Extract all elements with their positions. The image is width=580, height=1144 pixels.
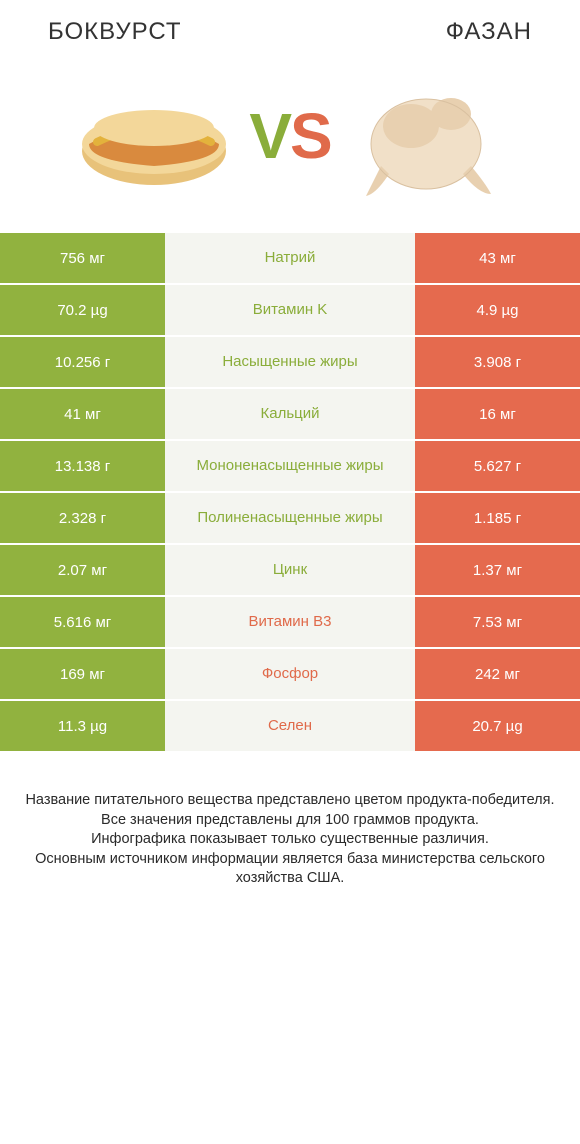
value-left: 10.256 г xyxy=(0,337,165,387)
hero-row: VS xyxy=(0,56,580,231)
title-right: ФАЗАН xyxy=(446,18,532,46)
footer-notes: Название питательного вещества представл… xyxy=(0,751,580,899)
value-right: 7.53 мг xyxy=(415,597,580,647)
value-right: 20.7 µg xyxy=(415,701,580,751)
footer-line: Инфографика показывает только существенн… xyxy=(24,830,556,850)
value-left: 756 мг xyxy=(0,233,165,283)
food-image-right xyxy=(341,66,511,206)
header: БОКВУРСТ ФАЗАН xyxy=(0,0,580,56)
nutrient-label: Фосфор xyxy=(165,649,415,699)
table-row: 756 мгНатрий43 мг xyxy=(0,231,580,283)
vs-v: V xyxy=(249,99,290,173)
footer-line: Все значения представлены для 100 граммо… xyxy=(24,811,556,831)
value-right: 43 мг xyxy=(415,233,580,283)
nutrient-label: Селен xyxy=(165,701,415,751)
value-left: 70.2 µg xyxy=(0,285,165,335)
value-left: 13.138 г xyxy=(0,441,165,491)
nutrient-label: Натрий xyxy=(165,233,415,283)
nutrient-label: Полиненасыщенные жиры xyxy=(165,493,415,543)
table-row: 169 мгФосфор242 мг xyxy=(0,647,580,699)
value-right: 5.627 г xyxy=(415,441,580,491)
table-row: 70.2 µgВитамин K4.9 µg xyxy=(0,283,580,335)
nutrient-label: Цинк xyxy=(165,545,415,595)
nutrient-label: Насыщенные жиры xyxy=(165,337,415,387)
value-right: 242 мг xyxy=(415,649,580,699)
value-right: 16 мг xyxy=(415,389,580,439)
table-row: 11.3 µgСелен20.7 µg xyxy=(0,699,580,751)
value-right: 4.9 µg xyxy=(415,285,580,335)
nutrient-label: Витамин B3 xyxy=(165,597,415,647)
table-row: 5.616 мгВитамин B37.53 мг xyxy=(0,595,580,647)
vs-s: S xyxy=(290,99,331,173)
nutrient-label: Витамин K xyxy=(165,285,415,335)
nutrient-label: Мононенасыщенные жиры xyxy=(165,441,415,491)
nutrient-label: Кальций xyxy=(165,389,415,439)
value-left: 2.07 мг xyxy=(0,545,165,595)
value-left: 2.328 г xyxy=(0,493,165,543)
value-right: 3.908 г xyxy=(415,337,580,387)
value-left: 41 мг xyxy=(0,389,165,439)
table-row: 41 мгКальций16 мг xyxy=(0,387,580,439)
value-right: 1.37 мг xyxy=(415,545,580,595)
table-row: 13.138 гМононенасыщенные жиры5.627 г xyxy=(0,439,580,491)
table-row: 2.07 мгЦинк1.37 мг xyxy=(0,543,580,595)
title-left: БОКВУРСТ xyxy=(48,18,182,46)
footer-line: Название питательного вещества представл… xyxy=(24,791,556,811)
value-left: 5.616 мг xyxy=(0,597,165,647)
comparison-table: 756 мгНатрий43 мг70.2 µgВитамин K4.9 µg1… xyxy=(0,231,580,751)
value-right: 1.185 г xyxy=(415,493,580,543)
value-left: 169 мг xyxy=(0,649,165,699)
footer-line: Основным источником информации является … xyxy=(24,850,556,889)
food-image-left xyxy=(69,66,239,206)
table-row: 2.328 гПолиненасыщенные жиры1.185 г xyxy=(0,491,580,543)
value-left: 11.3 µg xyxy=(0,701,165,751)
vs-label: VS xyxy=(249,99,330,173)
table-row: 10.256 гНасыщенные жиры3.908 г xyxy=(0,335,580,387)
